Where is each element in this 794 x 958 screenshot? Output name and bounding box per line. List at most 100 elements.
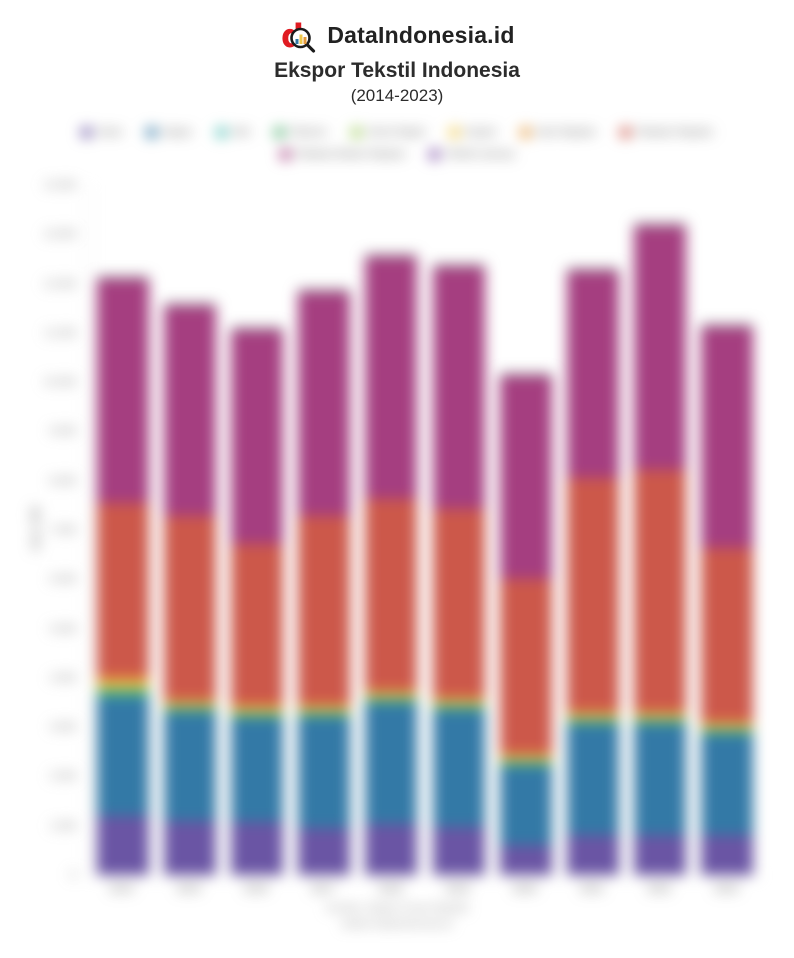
segment-2017-kapas[interactable] (298, 717, 351, 829)
segment-2016-kapas[interactable] (231, 718, 283, 822)
legend-item-sutra[interactable]: Sutra (80, 126, 122, 138)
segment-2018-filamen[interactable] (365, 698, 418, 703)
segment-2016-kain-rajutan[interactable] (231, 705, 283, 708)
segment-2022-sutra[interactable] (634, 835, 687, 875)
segment-2015-wol[interactable] (163, 711, 216, 713)
segment-2014-wol[interactable] (96, 695, 149, 697)
segment-2016-pakaian-rajutan[interactable] (231, 544, 283, 706)
segment-2014-filamen[interactable] (96, 689, 149, 696)
segment-2017-filamen[interactable] (298, 712, 351, 717)
segment-2020-kain-rajutan[interactable] (499, 754, 552, 757)
segment-2022-kain-rajutan[interactable] (634, 712, 687, 715)
segment-2018-sutra[interactable] (365, 824, 418, 875)
segment-2021-serat-stapel[interactable] (567, 718, 619, 720)
segment-2018-pakaian-bukan-rajutan[interactable] (365, 257, 418, 499)
segment-2017-wol[interactable] (298, 716, 351, 718)
segment-2022-serat-stapel[interactable] (634, 718, 687, 720)
segment-2015-pakaian-rajutan[interactable] (163, 515, 216, 701)
segment-2023-karpet[interactable] (701, 724, 754, 729)
segment-2021-pakaian-rajutan[interactable] (567, 478, 619, 713)
segment-2022-karpet[interactable] (634, 714, 687, 719)
segment-2022-pakaian-rajutan[interactable] (634, 470, 687, 713)
segment-2016-sutra[interactable] (231, 821, 283, 875)
segment-2022-kapas[interactable] (634, 724, 687, 836)
segment-2017-sutra[interactable] (298, 828, 351, 875)
segment-2014-sutra[interactable] (96, 815, 149, 875)
segment-2019-kain-rajutan[interactable] (432, 698, 485, 701)
bar-2014[interactable] (96, 276, 149, 875)
segment-2015-karpet[interactable] (163, 702, 216, 707)
segment-2018-karpet[interactable] (365, 693, 418, 698)
segment-2020-pakaian-rajutan[interactable] (499, 579, 552, 755)
bar-2016[interactable] (231, 327, 283, 875)
segment-2023-sutra[interactable] (701, 835, 754, 875)
segment-2019-filamen[interactable] (432, 705, 485, 710)
segment-2020-kapas[interactable] (499, 766, 552, 845)
segment-2022-filamen[interactable] (634, 719, 687, 724)
segment-2021-sutra[interactable] (567, 835, 619, 875)
segment-2021-filamen[interactable] (567, 719, 619, 724)
segment-2017-karpet[interactable] (298, 707, 351, 712)
segment-2018-pakaian-rajutan[interactable] (365, 498, 418, 691)
legend-item-filamen[interactable]: Filamen (273, 126, 327, 138)
legend-item-kain-rajutan[interactable]: Kain Rajutan (519, 126, 596, 138)
segment-2022-wol[interactable] (634, 723, 687, 725)
segment-2017-kain-rajutan[interactable] (298, 705, 351, 708)
legend-item-kapas[interactable]: Kapas (146, 126, 192, 138)
segment-2016-karpet[interactable] (231, 707, 283, 713)
segment-2019-pakaian-rajutan[interactable] (432, 509, 485, 699)
segment-2017-pakaian-rajutan[interactable] (298, 516, 351, 706)
segment-2019-sutra[interactable] (432, 826, 485, 875)
segment-2018-kapas[interactable] (365, 703, 418, 825)
segment-2020-serat-stapel[interactable] (499, 760, 552, 762)
segment-2014-karpet[interactable] (96, 681, 149, 688)
segment-2023-wol[interactable] (701, 733, 754, 735)
bar-2017[interactable] (298, 289, 351, 875)
legend-item-wol[interactable]: Wol (215, 126, 250, 138)
segment-2020-wol[interactable] (499, 765, 552, 767)
segment-2023-kain-rajutan[interactable] (701, 722, 754, 725)
segment-2023-filamen[interactable] (701, 729, 754, 734)
segment-2016-pakaian-bukan-rajutan[interactable] (231, 330, 283, 545)
segment-2020-karpet[interactable] (499, 756, 552, 761)
segment-2014-kapas[interactable] (96, 696, 149, 816)
legend-item-karpet[interactable]: Karpet (448, 126, 496, 138)
legend-item-pakaian-rajutan[interactable]: Pakaian Rajutan (619, 126, 713, 138)
bar-2018[interactable] (365, 254, 418, 875)
bar-2023[interactable] (701, 324, 754, 875)
segment-2023-pakaian-bukan-rajutan[interactable] (701, 327, 754, 549)
segment-2020-pakaian-bukan-rajutan[interactable] (499, 376, 552, 580)
segment-2016-serat-stapel[interactable] (231, 712, 283, 714)
segment-2017-serat-stapel[interactable] (298, 711, 351, 713)
segment-2023-pakaian-rajutan[interactable] (701, 548, 754, 723)
segment-2021-karpet[interactable] (567, 714, 619, 719)
segment-2018-serat-stapel[interactable] (365, 697, 418, 699)
segment-2016-wol[interactable] (231, 717, 283, 719)
bar-2015[interactable] (163, 302, 216, 875)
segment-2015-pakaian-bukan-rajutan[interactable] (163, 305, 216, 516)
segment-2014-pakaian-bukan-rajutan[interactable] (96, 279, 149, 503)
segment-2023-kapas[interactable] (701, 734, 754, 836)
segment-2019-kapas[interactable] (432, 710, 485, 827)
segment-2015-kapas[interactable] (163, 712, 216, 821)
bar-2019[interactable] (432, 264, 485, 875)
bar-2021[interactable] (567, 268, 619, 875)
segment-2018-wol[interactable] (365, 702, 418, 704)
legend-item-serat-stapel[interactable]: Serat Stapel (351, 126, 425, 138)
segment-2019-karpet[interactable] (432, 700, 485, 705)
segment-2019-pakaian-bukan-rajutan[interactable] (432, 267, 485, 510)
segment-2014-pakaian-rajutan[interactable] (96, 502, 149, 677)
segment-2022-pakaian-bukan-rajutan[interactable] (634, 226, 687, 471)
legend-item-pakaian-bukan-rajutan[interactable]: Pakaian Bukan Rajutan (279, 148, 405, 160)
bar-2022[interactable] (634, 223, 687, 875)
segment-2018-kain-rajutan[interactable] (365, 690, 418, 694)
segment-2021-wol[interactable] (567, 723, 619, 725)
bar-2020[interactable] (499, 373, 552, 875)
segment-2014-serat-stapel[interactable] (96, 687, 149, 690)
segment-2015-kain-rajutan[interactable] (163, 700, 216, 703)
segment-2015-serat-stapel[interactable] (163, 706, 216, 708)
segment-2019-wol[interactable] (432, 709, 485, 711)
segment-2021-kapas[interactable] (567, 724, 619, 836)
legend-item-tekstil-lainnya[interactable]: Tekstil Lainnya (429, 148, 514, 160)
segment-2017-pakaian-bukan-rajutan[interactable] (298, 292, 351, 517)
